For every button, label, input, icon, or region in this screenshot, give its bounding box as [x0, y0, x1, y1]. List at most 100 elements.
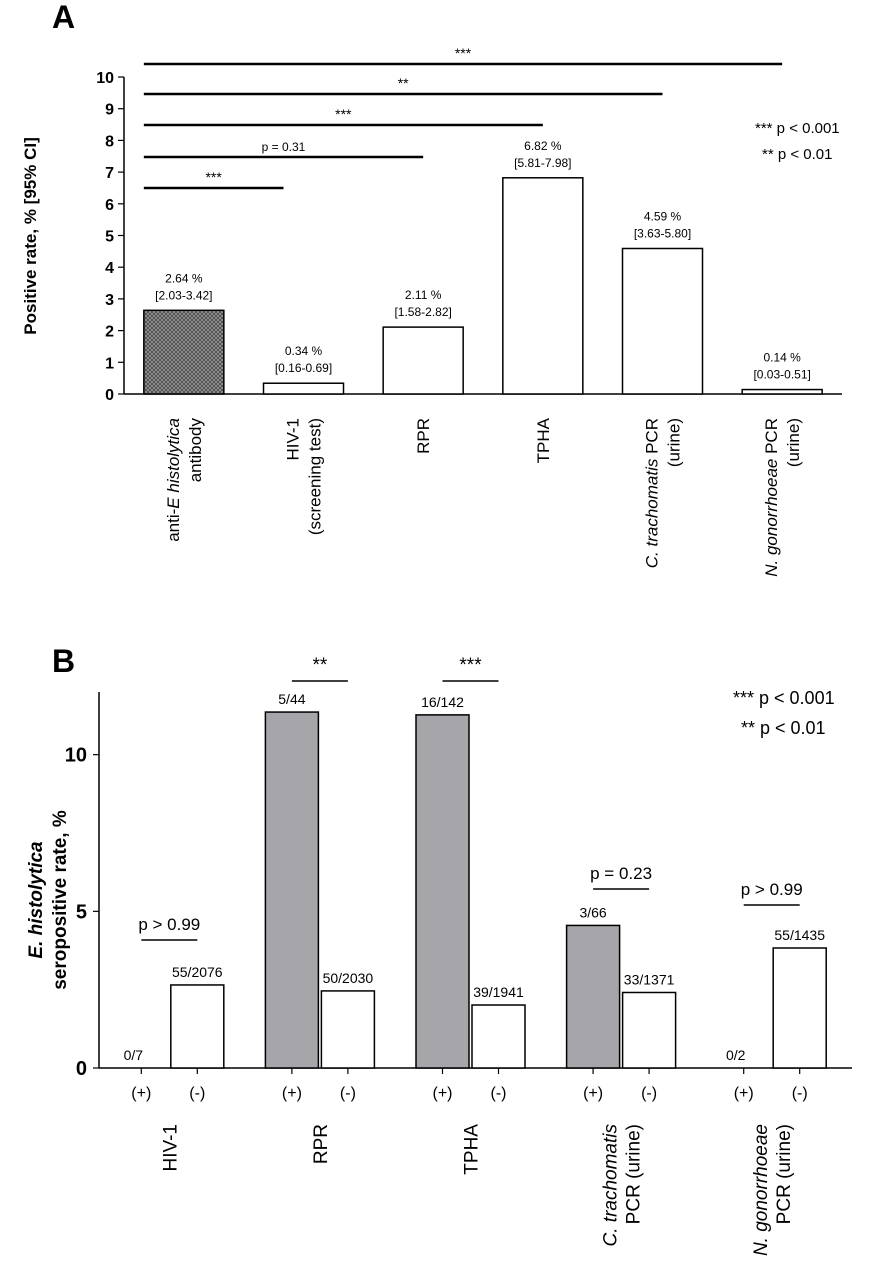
category-label: C. trachomatis PCR	[643, 418, 662, 568]
category-label: anti-E histolytica	[164, 418, 183, 542]
category-label: (screening test)	[306, 418, 325, 535]
category-label: (urine)	[784, 418, 803, 467]
bar	[415, 714, 470, 1069]
y-tick-label: 8	[105, 133, 114, 150]
bar	[772, 947, 827, 1069]
bar	[621, 247, 704, 395]
panel-a-axes: 0 1 2 3 4 5 6 7 8 9 10	[96, 70, 842, 404]
group-label: N. gonorrhoeae	[751, 1124, 772, 1256]
group-label: HIV-1	[160, 1124, 181, 1172]
ci-label: [5.81-7.98]	[514, 156, 571, 170]
y-tick-label: 5	[105, 229, 114, 246]
sub-group-label: (+)	[131, 1085, 151, 1102]
panel-b-significance-brackets: p > 0.99** ***p = 0.23p > 0.99	[138, 655, 803, 941]
significance-label: ***	[335, 106, 352, 122]
category-label: HIV-1	[284, 418, 303, 461]
group-label: PCR (urine)	[624, 1124, 645, 1224]
value-label: 2.64 %	[165, 271, 203, 285]
ci-label: [1.58-2.82]	[394, 305, 451, 319]
panel-a-significance-legend: *** p < 0.001 ** p < 0.01	[755, 120, 840, 163]
y-tick-label: 5	[76, 901, 87, 923]
bar	[471, 1004, 526, 1069]
y-tick-label: 6	[105, 197, 114, 214]
category-label: N. gonorrhoeae PCR	[762, 418, 781, 577]
count-label: 3/66	[579, 904, 606, 920]
y-tick-label: 10	[96, 70, 114, 87]
bar	[621, 991, 677, 1069]
panel-b-bars: 0/7 55/2076 5/44 50/2030 16/142 39/1941 3/66 33…	[124, 691, 827, 1069]
bar	[262, 382, 345, 395]
group-label: PCR (urine)	[774, 1124, 795, 1224]
sub-group-label: (-)	[641, 1085, 657, 1102]
category-label: RPR	[414, 418, 433, 454]
count-label: 55/2076	[172, 964, 223, 980]
bar	[565, 924, 621, 1069]
significance-label: ***	[205, 169, 222, 185]
significance-label: p > 0.99	[741, 880, 803, 899]
group-label: TPHA	[462, 1124, 483, 1175]
significance-label: **	[398, 75, 409, 91]
ci-label: [2.03-3.42]	[155, 288, 212, 302]
significance-label: **	[313, 655, 328, 676]
count-label: 39/1941	[473, 984, 524, 1000]
bar	[170, 984, 225, 1069]
y-tick-label: 7	[105, 165, 114, 182]
value-label: 0.34 %	[285, 344, 323, 358]
count-label: 0/2	[726, 1047, 746, 1063]
count-label: 0/7	[124, 1047, 144, 1063]
category-label: (urine)	[665, 418, 684, 467]
count-label: 16/142	[421, 694, 464, 710]
group-label: RPR	[311, 1124, 332, 1164]
bar	[320, 990, 376, 1069]
bar	[143, 309, 225, 395]
y-tick-label: 10	[65, 745, 87, 767]
count-label: 33/1371	[624, 971, 675, 987]
panel-a-y-axis-label: Positive rate, % [95% CI]	[21, 137, 40, 334]
panel-a: A Positive rate, % [95% CI] 0 1 2 3 4 5 6 7 8 9 10…	[21, 0, 842, 577]
panel-b-letter: B	[52, 643, 75, 679]
category-label: antibody	[186, 418, 205, 483]
sub-group-label: (-)	[792, 1085, 808, 1102]
bar	[382, 326, 464, 395]
group-label: C. trachomatis	[601, 1124, 622, 1247]
y-tick-label: 3	[105, 292, 114, 309]
sub-group-label: (-)	[491, 1085, 507, 1102]
sub-group-label: (+)	[583, 1085, 603, 1102]
y-tick-label: 1	[105, 355, 114, 372]
ci-label: [0.16-0.69]	[275, 361, 332, 375]
sub-group-label: (+)	[433, 1085, 453, 1102]
sub-group-label: (-)	[340, 1085, 356, 1102]
y-tick-label: 0	[76, 1058, 87, 1080]
panel-a-significance-brackets: ***p = 0.31********	[143, 45, 783, 190]
panel-b-y-axis-label-species: E. histolytica	[26, 841, 47, 959]
legend-item-p001: *** p < 0.001	[733, 688, 835, 708]
bar	[741, 388, 823, 395]
ci-label: [0.03-0.51]	[753, 368, 810, 382]
value-label: 2.11 %	[405, 288, 442, 302]
count-label: 5/44	[278, 691, 305, 707]
panel-a-letter: A	[52, 0, 75, 35]
value-label: 4.59 %	[644, 209, 682, 223]
y-tick-label: 0	[105, 387, 114, 404]
significance-label: ***	[455, 45, 472, 61]
legend-item-p01: ** p < 0.01	[762, 146, 832, 163]
y-tick-label: 2	[105, 324, 114, 341]
sub-group-label: (-)	[189, 1085, 205, 1102]
value-label: 6.82 %	[524, 139, 562, 153]
panel-b-y-axis-label-metric: seropositive rate, %	[50, 810, 71, 990]
bar	[502, 177, 584, 395]
significance-label: p = 0.23	[590, 864, 652, 883]
count-label: 50/2030	[323, 970, 374, 986]
panel-b: B E. histolytica seropositive rate, % 0 5…	[26, 643, 852, 1256]
legend-item-p01: ** p < 0.01	[741, 718, 826, 738]
panel-b-significance-legend: *** p < 0.001 ** p < 0.01	[733, 688, 835, 738]
significance-label: ***	[459, 655, 482, 676]
panel-a-bars: 2.64 % [2.03-3.42] anti-E histolytica antib…	[143, 139, 823, 577]
category-label: TPHA	[534, 417, 553, 463]
y-tick-label: 9	[105, 102, 114, 119]
count-label: 55/1435	[774, 927, 825, 943]
significance-label: p = 0.31	[262, 140, 306, 154]
value-label: 0.14 %	[763, 351, 801, 365]
ci-label: [3.63-5.80]	[634, 226, 691, 240]
